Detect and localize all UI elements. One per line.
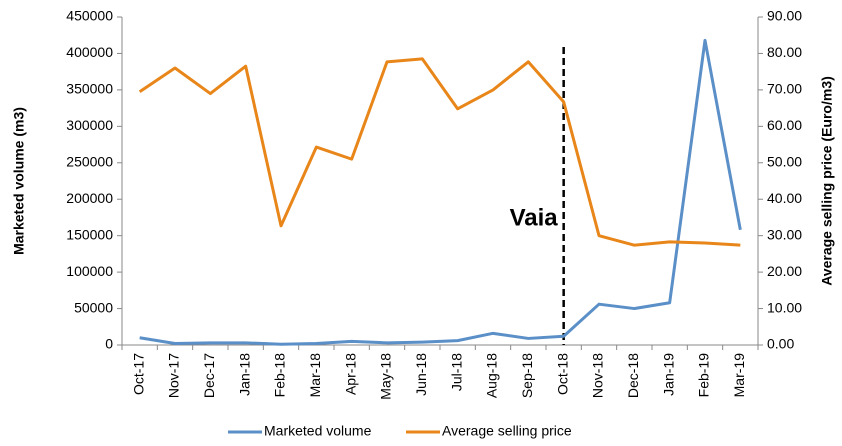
x-tick-label: Jul-18 [448,353,464,391]
legend-label: Marketed volume [264,423,372,439]
y2-tick-label: 20.00 [767,263,802,279]
y2-tick-label: 40.00 [767,190,802,206]
y2-tick-label: 10.00 [767,299,802,315]
y-tick-label: 250000 [66,153,113,169]
series-line [139,38,742,346]
x-tick-label: Jan-18 [236,353,252,396]
x-tick-label: Jan-19 [660,353,676,396]
y2-tick-label: 30.00 [767,226,802,242]
legend-label: Average selling price [442,423,572,439]
y2-tick-label: 0.00 [767,336,794,352]
y-tick-label: 400000 [66,44,113,60]
y-tick-label: 50000 [74,299,113,315]
x-tick-label: Nov-18 [590,353,606,398]
y-tick-label: 150000 [66,226,113,242]
annotation: Vaia [510,204,559,231]
x-tick-label: Mar-18 [307,353,323,398]
x-tick-label: Mar-19 [731,353,747,398]
y2-tick-label: 70.00 [767,81,802,97]
x-tick-label: Nov-17 [166,353,182,398]
y-tick-label: 350000 [66,81,113,97]
x-tick-label: Jun-18 [413,353,429,396]
y-tick-label: 450000 [66,8,113,24]
x-tick-label: Oct-17 [130,353,146,395]
y-tick-label: 300000 [66,117,113,133]
x-tick-label: Feb-18 [272,353,288,398]
x-tick-label: Sep-18 [519,353,535,398]
x-tick-label: Oct-18 [554,353,570,395]
y2-tick-label: 50.00 [767,153,802,169]
y2-tick-label: 60.00 [767,117,802,133]
y-tick-label: 0 [105,336,113,352]
x-tick-label: Dec-17 [201,353,217,398]
x-tick-label: Dec-18 [625,353,641,398]
y2-tick-label: 90.00 [767,8,802,24]
x-tick-label: May-18 [378,353,394,400]
x-tick-label: Apr-18 [342,353,358,395]
y2-axis-title: Average selling price (Euro/m3) [819,76,835,286]
y-axis-title: Marketed volume (m3) [11,107,27,255]
y-tick-label: 100000 [66,263,113,279]
y-tick-label: 200000 [66,190,113,206]
series-line [138,57,741,247]
y2-tick-label: 80.00 [767,44,802,60]
x-tick-label: Aug-18 [484,353,500,398]
x-tick-label: Feb-19 [696,353,712,398]
